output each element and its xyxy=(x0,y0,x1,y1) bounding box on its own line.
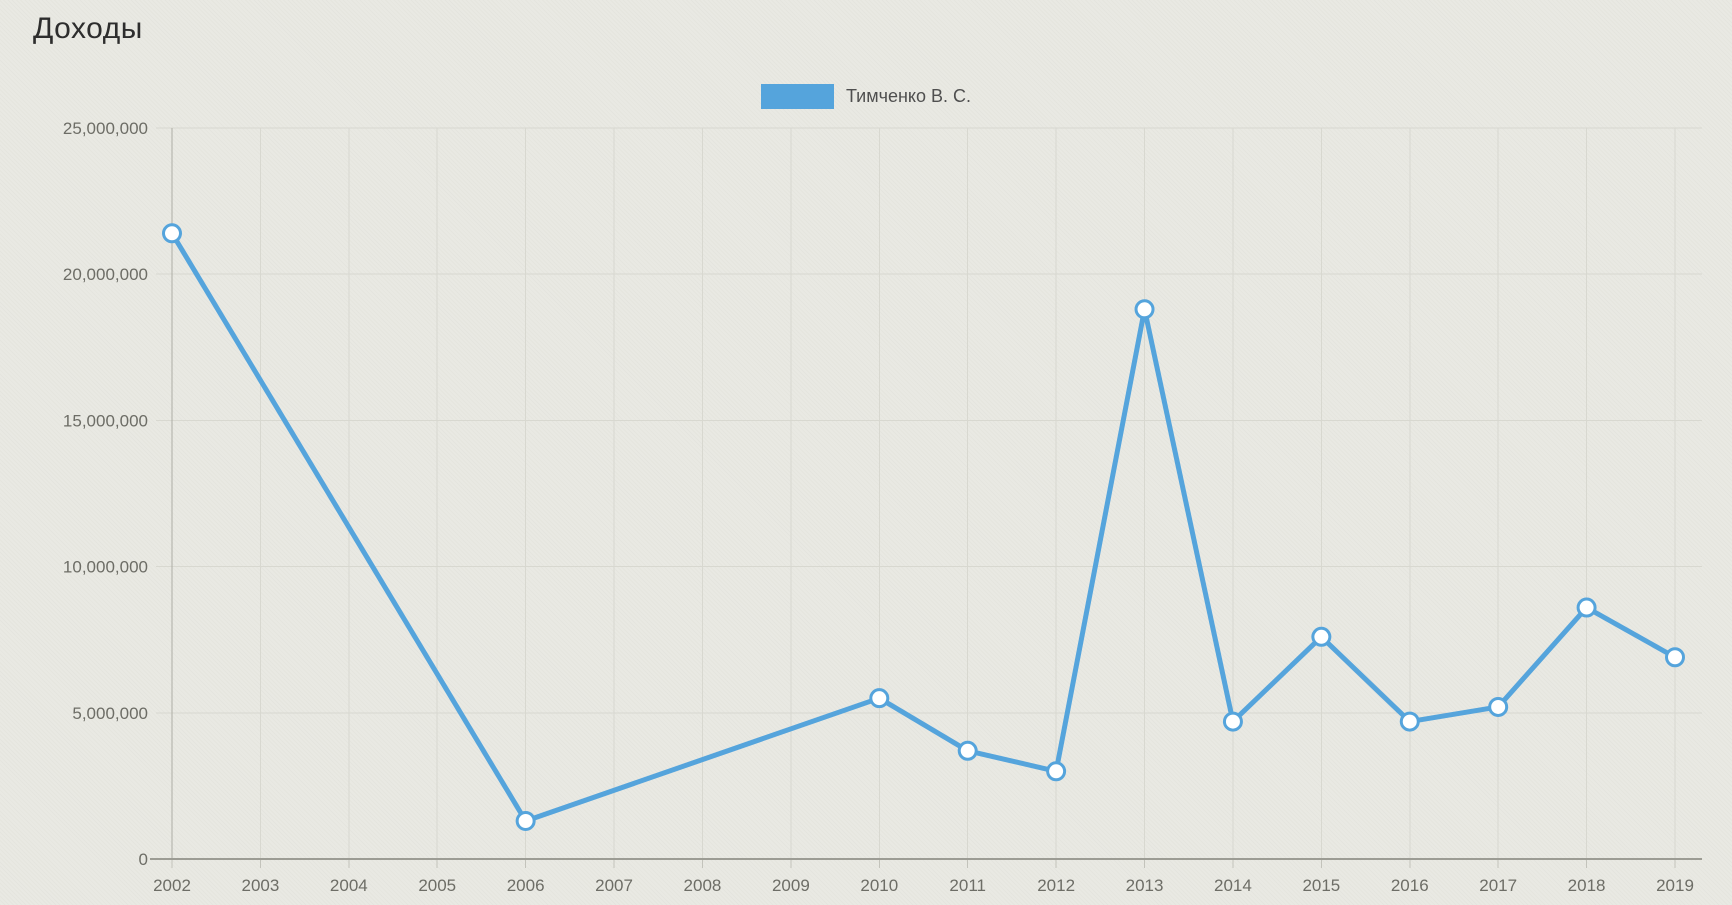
y-tick-label: 5,000,000 xyxy=(72,704,148,723)
x-tick-label: 2008 xyxy=(684,876,722,895)
y-tick-label: 10,000,000 xyxy=(63,558,148,577)
data-point-2018[interactable] xyxy=(1576,597,1597,618)
data-point-2016[interactable] xyxy=(1399,711,1420,732)
y-tick-label: 20,000,000 xyxy=(63,265,148,284)
x-tick-label: 2016 xyxy=(1391,876,1429,895)
x-tick-label: 2005 xyxy=(418,876,456,895)
x-tick-label: 2010 xyxy=(860,876,898,895)
data-point-2017[interactable] xyxy=(1488,696,1509,717)
x-tick-label: 2003 xyxy=(241,876,279,895)
data-point-2002[interactable] xyxy=(162,223,182,244)
x-tick-label: 2013 xyxy=(1126,876,1164,895)
y-tick-label: 15,000,000 xyxy=(63,411,148,430)
series-line xyxy=(169,230,1678,824)
data-point-2011[interactable] xyxy=(957,740,978,761)
data-point-2012[interactable] xyxy=(1046,761,1067,782)
x-tick-label: 2017 xyxy=(1479,876,1517,895)
x-tick-label: 2011 xyxy=(949,876,986,895)
chart-title: Доходы xyxy=(33,12,143,45)
x-tick-label: 2009 xyxy=(772,876,810,895)
x-tick-label: 2007 xyxy=(595,876,633,895)
x-tick-label: 2018 xyxy=(1568,876,1606,895)
data-point-2006[interactable] xyxy=(515,810,536,831)
data-point-2013[interactable] xyxy=(1134,299,1155,320)
data-point-2010[interactable] xyxy=(869,688,890,709)
x-tick-label: 2006 xyxy=(507,876,545,895)
data-point-2015[interactable] xyxy=(1311,626,1332,647)
legend-swatch xyxy=(760,84,834,109)
legend-item[interactable]: Тимченко В. С. xyxy=(760,84,972,109)
data-point-2019[interactable] xyxy=(1665,647,1685,668)
x-tick-label: 2014 xyxy=(1214,876,1252,895)
x-tick-label: 2002 xyxy=(153,876,191,895)
x-tick-label: 2015 xyxy=(1302,876,1340,895)
x-tick-label: 2019 xyxy=(1656,876,1694,895)
legend: Тимченко В. С. xyxy=(0,84,1732,109)
data-point-2014[interactable] xyxy=(1222,711,1243,732)
x-tick-label: 2004 xyxy=(330,876,368,895)
legend-series-label: Тимченко В. С. xyxy=(845,86,972,106)
y-tick-label: 0 xyxy=(139,850,148,869)
x-tick-label: 2012 xyxy=(1037,876,1075,895)
y-tick-label: 25,000,000 xyxy=(63,119,148,138)
